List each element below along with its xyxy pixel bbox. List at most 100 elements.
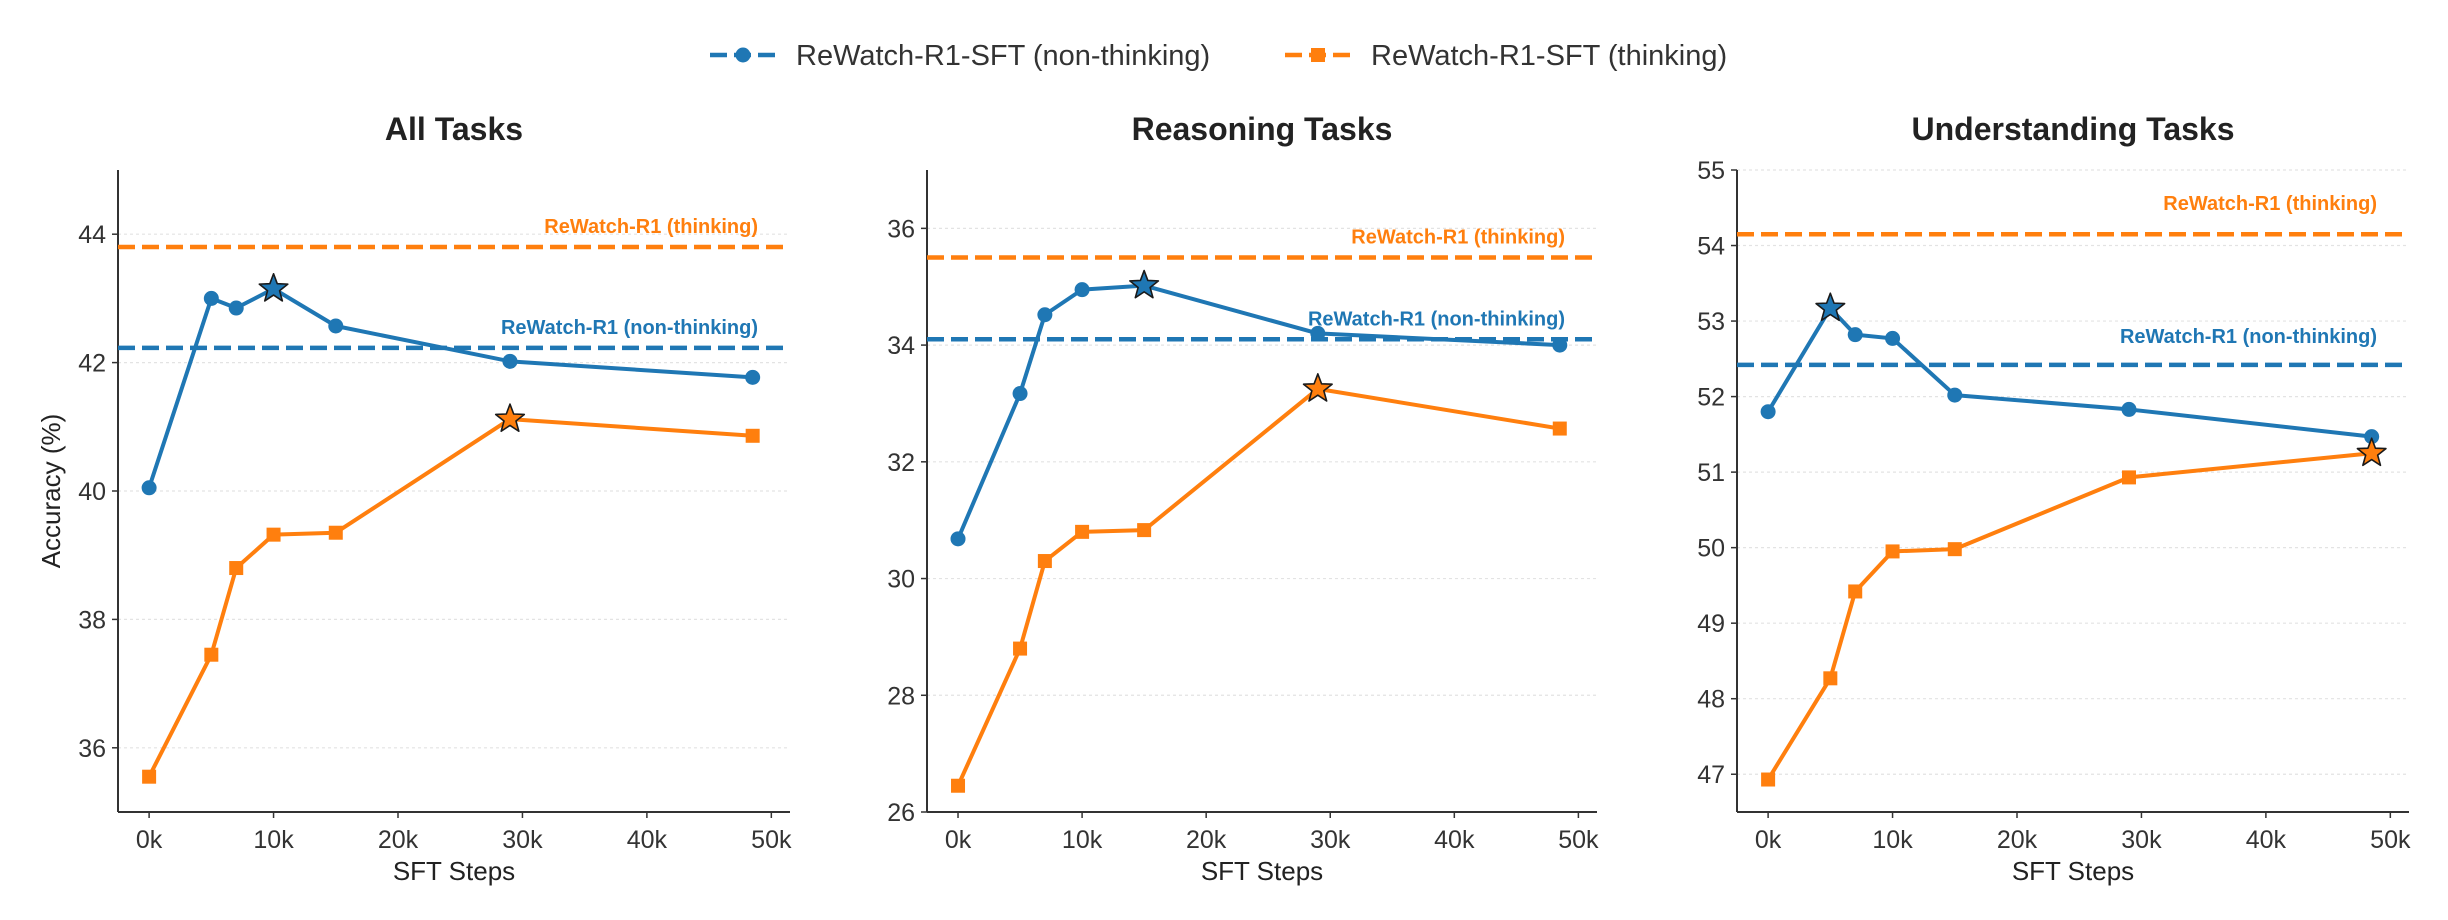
x-tick-label: 30k: [502, 826, 543, 854]
data-point: [1074, 282, 1090, 298]
series-line: [956, 386, 1562, 788]
series-line: [1766, 451, 2374, 782]
y-tick-label: 47: [1697, 761, 1725, 789]
data-point: [1137, 523, 1152, 538]
y-tick-label: 48: [1697, 686, 1725, 714]
data-point: [1037, 307, 1053, 323]
series-thinking: [951, 373, 1567, 793]
data-point: [1947, 542, 1962, 557]
x-tick-label: 40k: [1434, 826, 1475, 854]
x-tick-label: 0k: [1755, 826, 1782, 854]
data-point: [228, 300, 244, 316]
x-tick-label: 30k: [1310, 826, 1351, 854]
data-point: [328, 318, 344, 334]
data-point: [1847, 327, 1863, 343]
data-point: [203, 290, 219, 306]
data-point: [745, 369, 761, 385]
data-point: [1947, 387, 1963, 403]
reference-label-non-thinking: ReWatch-R1 (non-thinking): [1308, 308, 1565, 330]
best-point-star: [1302, 373, 1333, 402]
data-point: [2364, 429, 2380, 445]
y-tick-label: 34: [887, 332, 915, 360]
reference-label-non-thinking: ReWatch-R1 (non-thinking): [501, 317, 758, 339]
legend-label: ReWatch-R1-SFT (non-thinking): [796, 40, 1210, 72]
y-axis-title: Accuracy (%): [36, 414, 66, 569]
x-axis-title: SFT Steps: [1201, 856, 1323, 886]
panel-title: Understanding Tasks: [1911, 111, 2234, 147]
data-point: [229, 561, 244, 576]
y-tick-label: 26: [887, 799, 915, 827]
y-tick-label: 52: [1697, 384, 1725, 412]
data-point: [1037, 554, 1052, 569]
x-tick-label: 20k: [378, 826, 419, 854]
data-point: [1885, 330, 1901, 346]
panel-reasoning-tasks: 26 28 30 32 34 36 0k 10k 20k 30k 40k 50k Reasoning T…: [887, 111, 1599, 886]
x-tick-label: 10k: [1872, 826, 1913, 854]
series-thinking: [1761, 437, 2387, 787]
data-point: [141, 480, 157, 496]
y-tick-label: 28: [887, 682, 915, 710]
data-point: [1552, 421, 1567, 436]
reference-label-thinking: ReWatch-R1 (thinking): [544, 216, 758, 238]
data-point: [328, 525, 343, 540]
x-tick-label: 50k: [1558, 826, 1599, 854]
series-non-thinking: [1760, 292, 2380, 445]
x-axis-title: SFT Steps: [393, 856, 515, 886]
data-point: [1552, 337, 1568, 353]
panel-all-tasks: 36 38 40 42 44 0k 10k 20k 30k 40k 50k All Tasks SFT …: [36, 111, 792, 886]
x-tick-label: 10k: [253, 826, 294, 854]
y-tick-label: 36: [887, 215, 915, 243]
data-point: [1075, 524, 1090, 539]
data-point: [204, 647, 219, 662]
panel-understanding-tasks: 47 48 49 50 51 52 53 54 55 0k 10k 20k 30k 40k 50k Under…: [1697, 111, 2411, 886]
legend: ReWatch-R1-SFT (non-thinking) ReWatch-R1-…: [710, 40, 1727, 72]
best-point-star: [258, 272, 289, 302]
y-tick-label: 42: [78, 350, 106, 378]
reference-label-thinking: ReWatch-R1 (thinking): [1351, 227, 1565, 249]
x-tick-label: 10k: [1062, 826, 1103, 854]
data-point: [142, 769, 157, 784]
y-tick-label: 36: [78, 735, 106, 763]
data-point: [1823, 671, 1838, 686]
data-point: [950, 531, 966, 547]
legend-marker-square: [1311, 48, 1325, 62]
x-tick-label: 0k: [136, 826, 163, 854]
legend-marker-circle: [735, 47, 751, 63]
x-tick-label: 0k: [945, 826, 972, 854]
data-point: [1848, 584, 1863, 599]
best-point-star: [494, 403, 526, 433]
data-point: [266, 527, 281, 542]
data-point: [2121, 401, 2137, 417]
x-tick-label: 40k: [2246, 826, 2287, 854]
reference-label-non-thinking: ReWatch-R1 (non-thinking): [2120, 326, 2377, 348]
data-point: [745, 428, 760, 443]
y-tick-label: 30: [887, 566, 915, 594]
data-point: [2122, 470, 2136, 485]
x-tick-label: 50k: [751, 826, 792, 854]
y-tick-label: 32: [887, 449, 915, 477]
legend-label: ReWatch-R1-SFT (thinking): [1371, 40, 1727, 72]
best-point-star: [1129, 269, 1160, 299]
reference-label-thinking: ReWatch-R1 (thinking): [2163, 193, 2377, 215]
panel-title: Reasoning Tasks: [1132, 111, 1393, 147]
x-axis-title: SFT Steps: [2012, 856, 2134, 886]
x-tick-label: 20k: [1186, 826, 1227, 854]
y-tick-label: 54: [1697, 233, 1725, 261]
series-non-thinking: [141, 272, 761, 496]
data-point: [951, 778, 966, 793]
grid: [118, 233, 790, 749]
data-point: [1310, 325, 1326, 341]
series-thinking: [142, 403, 760, 784]
legend-entry-non-thinking: ReWatch-R1-SFT (non-thinking): [710, 40, 1210, 72]
best-point-star: [2356, 437, 2387, 467]
data-point: [1013, 641, 1028, 656]
y-tick-label: 55: [1697, 157, 1725, 185]
series-non-thinking: [950, 269, 1568, 547]
x-tick-label: 50k: [2370, 826, 2411, 854]
y-tick-label: 51: [1697, 459, 1725, 487]
y-tick-label: 49: [1697, 610, 1725, 638]
x-tick-label: 30k: [2121, 826, 2162, 854]
chart-panels: 36 38 40 42 44 0k 10k 20k 30k 40k 50k All Tasks SFT …: [36, 111, 2411, 886]
data-point: [1885, 544, 1900, 559]
